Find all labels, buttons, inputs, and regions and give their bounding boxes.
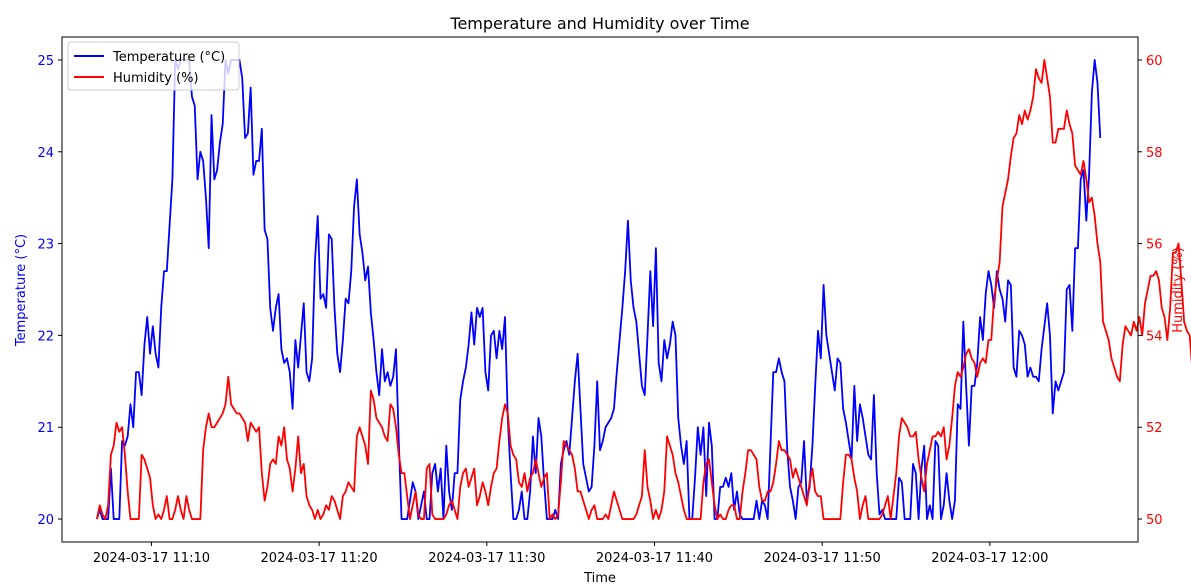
y-left-tick-label: 25 bbox=[37, 54, 54, 69]
plot-frame bbox=[61, 36, 1139, 543]
series-line-temperature bbox=[96, 59, 1102, 520]
x-tick-label: 2024-03-17 11:40 bbox=[596, 551, 713, 566]
y-axis-label-right: Humidity (%) bbox=[1171, 247, 1186, 333]
x-tick-label: 2024-03-17 11:50 bbox=[764, 551, 881, 566]
y-right-tick-label: 60 bbox=[1146, 54, 1163, 69]
y-right-tick-label: 56 bbox=[1146, 238, 1163, 253]
y-right-tick-label: 52 bbox=[1146, 421, 1163, 436]
legend-label-temperature: Temperature (°C) bbox=[112, 50, 225, 65]
x-tick-label: 2024-03-17 11:30 bbox=[428, 551, 545, 566]
x-axis-label: Time bbox=[583, 571, 616, 586]
x-tick-label: 2024-03-17 11:10 bbox=[93, 551, 210, 566]
legend-box bbox=[67, 41, 240, 91]
y-right-tick-label: 50 bbox=[1146, 513, 1163, 528]
x-tick-label: 2024-03-17 11:20 bbox=[261, 551, 378, 566]
y-left-tick-label: 24 bbox=[37, 146, 54, 161]
y-axis-label-left: Temperature (°C) bbox=[14, 234, 29, 347]
y-left-tick-label: 23 bbox=[37, 238, 54, 253]
legend: Temperature (°C) Humidity (%) bbox=[67, 41, 240, 91]
y-left-tick-label: 22 bbox=[37, 329, 54, 344]
y-right-tick-label: 54 bbox=[1146, 329, 1163, 344]
y-left-tick-label: 21 bbox=[37, 421, 54, 436]
x-tick-label: 2024-03-17 12:00 bbox=[931, 551, 1048, 566]
legend-label-humidity: Humidity (%) bbox=[113, 71, 199, 86]
series-line-humidity bbox=[96, 59, 1191, 520]
y-left-tick-label: 20 bbox=[37, 513, 54, 528]
chart-title: Temperature and Humidity over Time bbox=[449, 14, 749, 33]
y-right-tick-label: 58 bbox=[1146, 146, 1163, 161]
